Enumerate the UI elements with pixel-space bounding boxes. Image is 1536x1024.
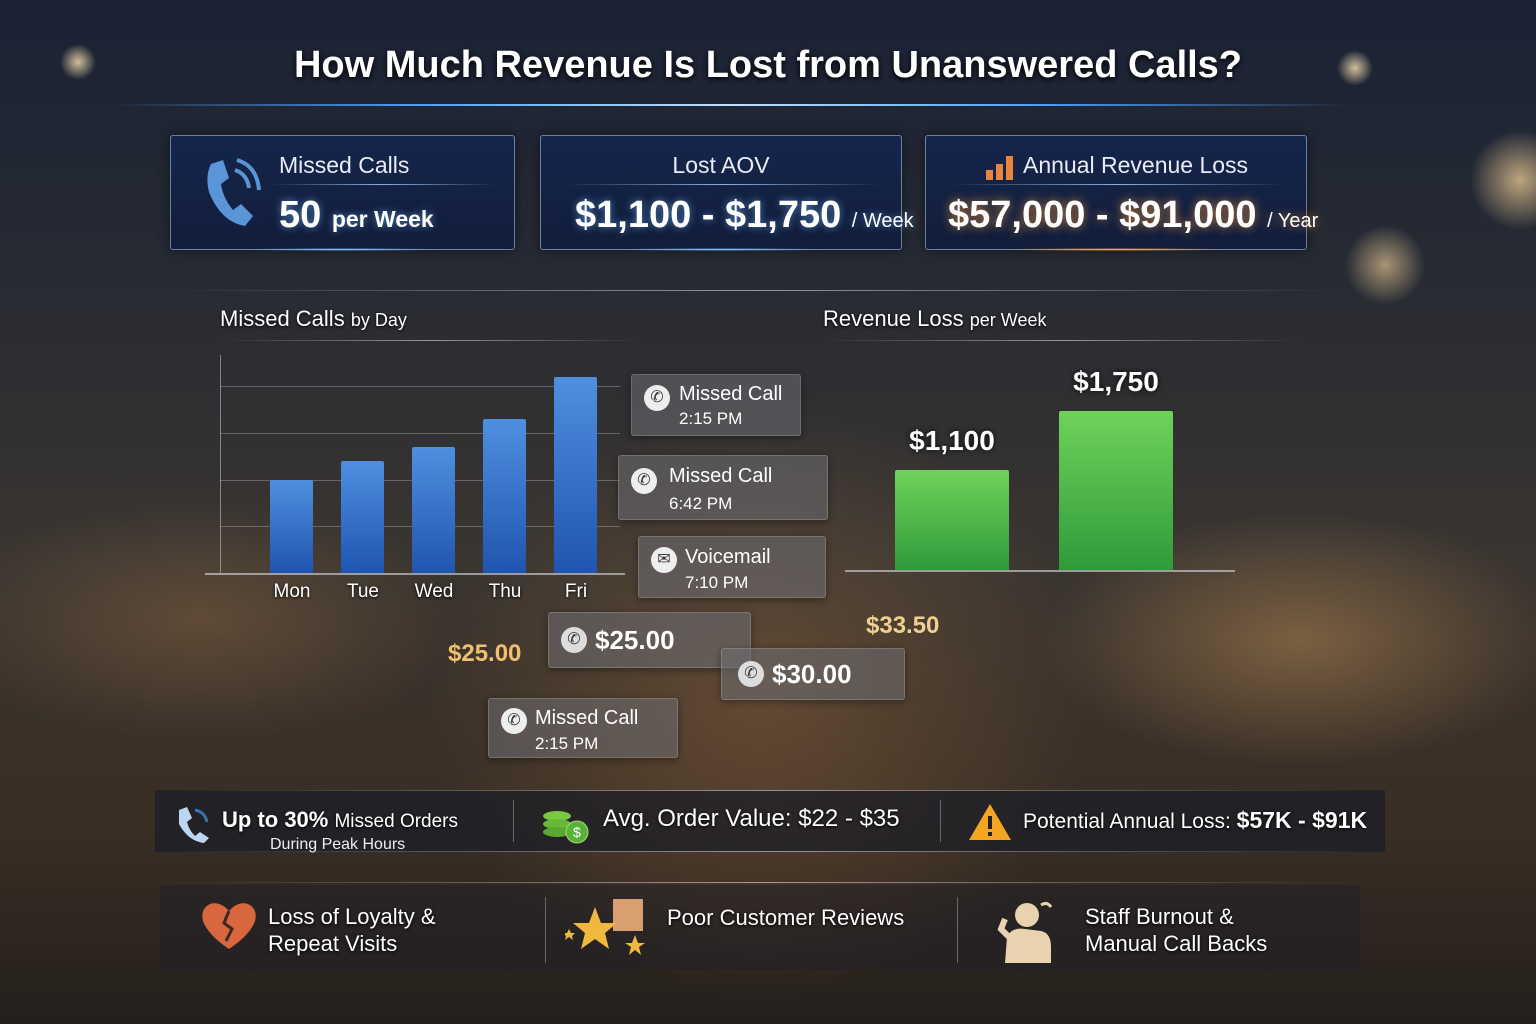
title-divider: [110, 104, 1350, 106]
divider: [160, 882, 1360, 883]
card-separator: [566, 184, 881, 185]
x-tick-label: Thu: [488, 581, 522, 602]
stats-strip: Up to 30% Missed Orders During Peak Hour…: [155, 790, 1385, 853]
card-unit: / Week: [851, 210, 914, 232]
note-label: Missed Call: [679, 383, 783, 405]
impacts-row: Loss of Loyalty & Repeat Visits Poor Cust…: [160, 885, 1360, 970]
card-label: Lost AOV: [672, 152, 770, 178]
card-value: 50: [279, 194, 322, 236]
phone-icon: ✆: [631, 468, 657, 494]
amount-value: $30.00: [772, 659, 852, 689]
broken-heart-icon: [202, 903, 256, 949]
impact-label: Manual Call Backs: [1085, 931, 1268, 956]
x-tick-label: Fri: [564, 581, 588, 602]
divider: [220, 340, 640, 341]
card-annual-loss: Annual Revenue Loss $57,000 - $91,000 / …: [925, 135, 1318, 251]
card-label: Annual Revenue Loss: [1023, 152, 1249, 178]
money-coins-icon: $: [543, 811, 589, 844]
bar-mon: [270, 479, 313, 573]
annual-loss-label: Potential Annual Loss:: [1023, 810, 1231, 833]
x-tick-label: Wed: [414, 581, 454, 602]
amount-chip: ✆ $30.00: [721, 648, 905, 700]
divider: [155, 851, 1385, 852]
note-time: 2:15 PM: [535, 734, 599, 753]
page-title: How Much Revenue Is Lost from Unanswered…: [293, 44, 1243, 86]
data-label: $1,100: [909, 424, 995, 456]
y-axis: [220, 355, 221, 573]
amount-label: $25.00: [448, 640, 522, 667]
note-label: Missed Call: [535, 707, 639, 729]
impact-label: Repeat Visits: [268, 931, 398, 956]
x-tick-label: Mon: [273, 581, 311, 602]
card-separator: [951, 184, 1286, 185]
divider: [823, 340, 1303, 341]
star-review-icon: [565, 899, 645, 955]
missed-call-note: ✆ Missed Call 2:15 PM: [631, 374, 801, 436]
annual-loss-value: $57K - $91K: [1236, 807, 1368, 833]
data-label: $1,750: [1073, 365, 1159, 397]
bar-thu: [483, 419, 526, 573]
chart-title-revenue-loss: Revenue Loss per Week: [823, 306, 1047, 331]
note-label: Voicemail: [685, 546, 771, 568]
card-missed-calls: Missed Calls 50 per Week: [170, 135, 515, 251]
divider: [160, 290, 1350, 291]
note-time: 7:10 PM: [685, 573, 749, 592]
impact-label: Loss of Loyalty &: [268, 904, 436, 929]
amount-label: $33.50: [866, 612, 940, 639]
missed-orders-percent: Up to 30%: [222, 807, 329, 832]
phone-icon: ✆: [561, 627, 587, 653]
card-unit: / Year: [1267, 210, 1319, 232]
bar-revenue-high: [1059, 410, 1173, 570]
avg-order-value: Avg. Order Value: $22 - $35: [603, 805, 900, 832]
voicemail-note: ✉ Voicemail 7:10 PM: [638, 536, 826, 598]
phone-icon: [179, 807, 209, 843]
card-value: $1,100 - $1,750: [575, 194, 842, 236]
card-separator: [271, 184, 496, 185]
phone-icon: [207, 158, 261, 226]
card-label: Missed Calls: [279, 152, 410, 178]
stressed-staff-icon: [997, 901, 1053, 963]
bar-revenue-low: [895, 469, 1009, 570]
amount-chip: ✆ $25.00: [548, 612, 751, 668]
chart-title-missed-by-day: Missed Calls by Day: [220, 306, 407, 331]
phone-icon: ✆: [738, 661, 764, 687]
missed-orders-label: Missed Orders: [334, 811, 459, 832]
bar-fri: [554, 377, 597, 573]
gridline: [220, 386, 620, 388]
voicemail-icon: ✉: [651, 547, 677, 573]
x-axis: [205, 573, 625, 575]
card-value: $57,000 - $91,000: [948, 194, 1257, 236]
missed-call-note: ✆ Missed Call 2:15 PM: [488, 698, 678, 758]
x-axis: [845, 570, 1235, 572]
missed-calls-chart: Mon Tue Wed Thu Fri: [205, 350, 625, 610]
note-time: 2:15 PM: [679, 409, 743, 428]
svg-text:$: $: [573, 824, 581, 840]
note-time: 6:42 PM: [669, 494, 733, 513]
x-tick-label: Tue: [346, 581, 380, 602]
missed-orders-subtext: During Peak Hours: [270, 836, 406, 853]
card-unit: per Week: [331, 206, 434, 232]
amount-value: $25.00: [595, 625, 675, 655]
divider: [155, 790, 1385, 791]
phone-icon: ✆: [501, 708, 527, 734]
bar-tue: [341, 461, 384, 573]
impact-label: Staff Burnout &: [1085, 904, 1234, 929]
card-lost-aov: Lost AOV $1,100 - $1,750 / Week: [540, 135, 914, 251]
bar-chart-icon: [986, 156, 1013, 180]
impact-label: Poor Customer Reviews: [667, 905, 905, 930]
revenue-loss-chart: $1,100 $1,750: [845, 350, 1235, 575]
missed-call-note: ✆ Missed Call 6:42 PM: [618, 455, 828, 520]
bar-wed: [412, 447, 455, 573]
note-label: Missed Call: [669, 465, 773, 487]
phone-icon: ✆: [644, 385, 670, 411]
warning-icon: [969, 804, 1011, 840]
gridline: [220, 433, 620, 434]
